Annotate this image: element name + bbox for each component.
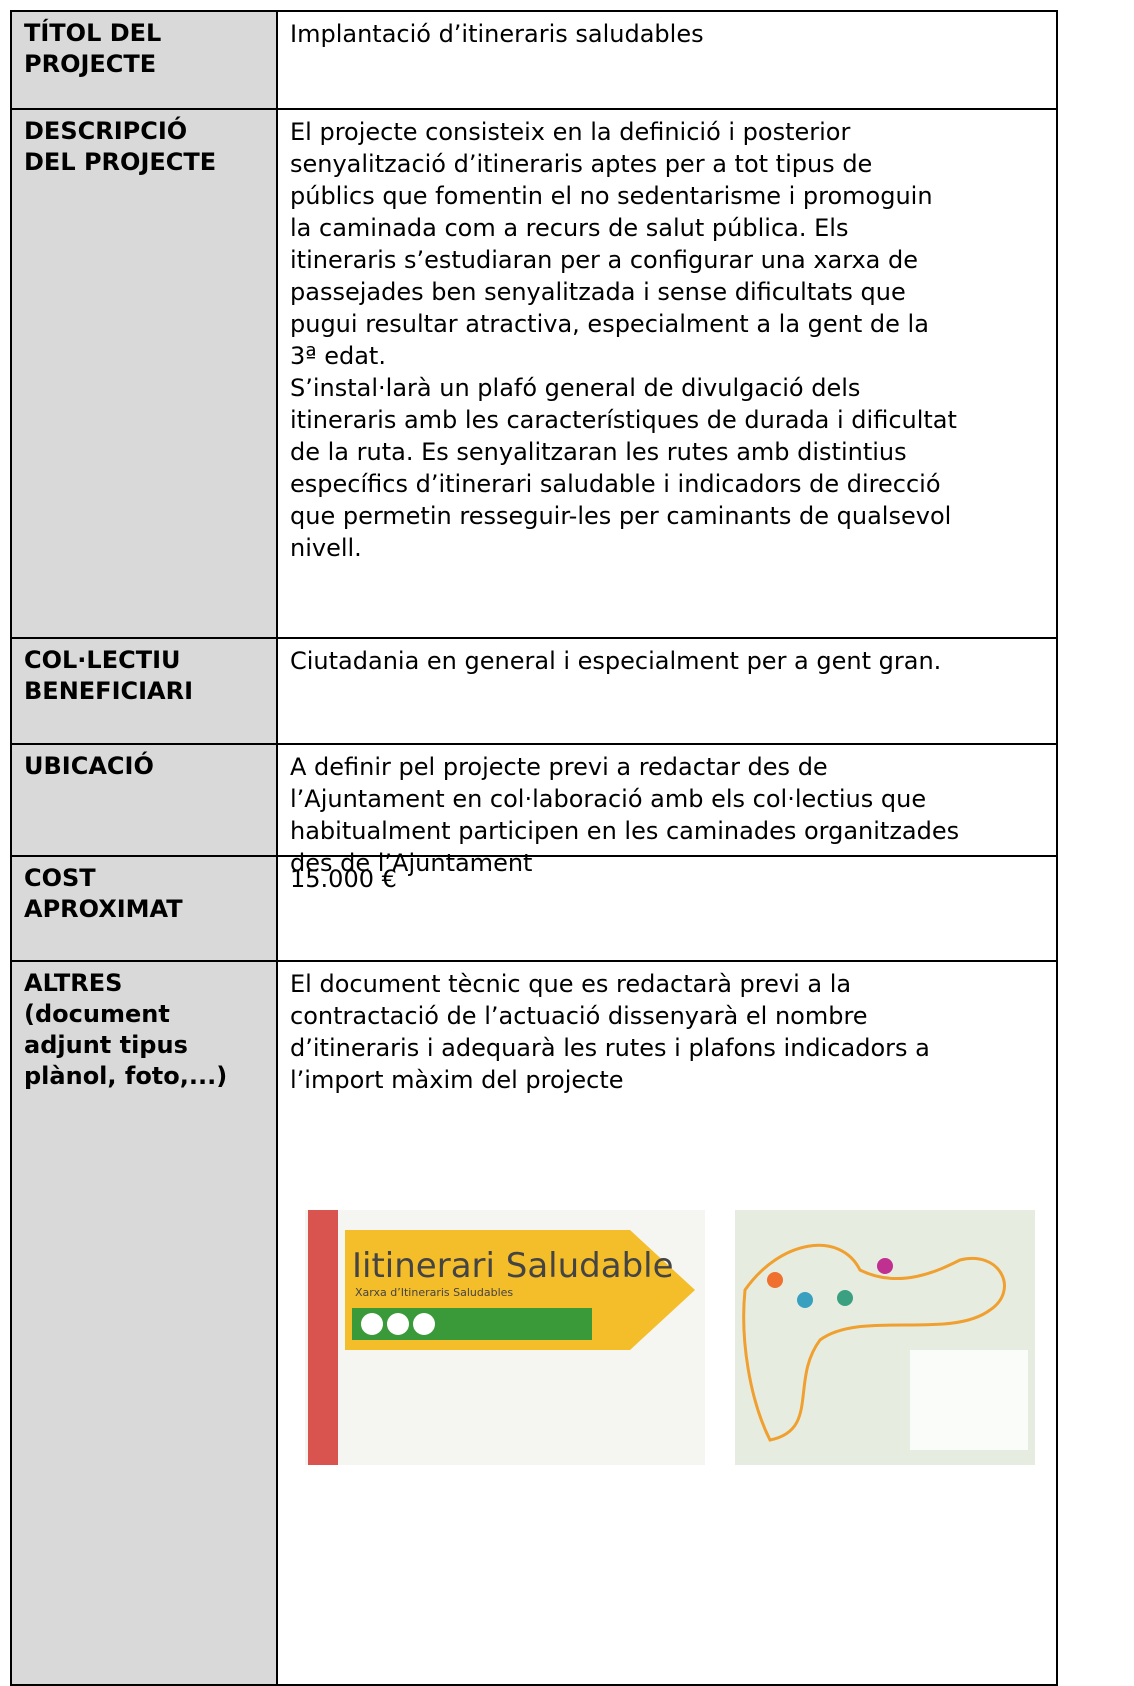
text-line: TÍTOL DEL [24, 19, 162, 47]
text-line: públics que fomentin el no sedentarisme … [290, 182, 933, 210]
sign-pole [308, 1210, 338, 1465]
text-line: El document tècnic que es redactarà prev… [290, 970, 852, 998]
text-line: de la ruta. Es senyalitzaran les rutes a… [290, 438, 907, 466]
row-content: El document tècnic que es redactarà prev… [276, 960, 1058, 1686]
text-line: pugui resultar atractiva, especialment a… [290, 310, 929, 338]
text-line: Ciutadania en general i especialment per… [290, 647, 942, 675]
text-line: COL·LECTIU [24, 646, 181, 674]
text-line: adjunt tipus [24, 1031, 188, 1059]
text-line: ALTRES [24, 969, 123, 997]
text-line: S’instal·larà un plafó general de divulg… [290, 374, 861, 402]
row-label: TÍTOL DEL PROJECTE [10, 10, 278, 110]
text-line: senyalització d’itineraris aptes per a t… [290, 150, 873, 178]
row-label: DESCRIPCIÓ DEL PROJECTE [10, 108, 278, 639]
text-line: A definir pel projecte previ a redactar … [290, 753, 828, 781]
text-line: 3ª edat. [290, 342, 386, 370]
map-legend [910, 1350, 1028, 1450]
logo [413, 1313, 435, 1335]
marker [797, 1292, 813, 1308]
text-line: habitualment participen en les caminades… [290, 817, 960, 845]
marker [767, 1272, 783, 1288]
text-line: Implantació d’itineraris saludables [290, 20, 704, 48]
row-content: A definir pel projecte previ a redactar … [276, 743, 1058, 877]
marker [877, 1258, 893, 1274]
text-line: (document [24, 1000, 170, 1028]
text-line: PROJECTE [24, 50, 157, 78]
text-line: d’itineraris i adequarà les rutes i plaf… [290, 1034, 930, 1062]
logo [361, 1313, 383, 1335]
text-line: APROXIMAT [24, 895, 183, 923]
text-line: passejades ben senyalitzada i sense difi… [290, 278, 906, 306]
sign-title: Iitinerari Saludable [352, 1246, 674, 1286]
row-content: 15.000 € [276, 855, 1058, 962]
text-line: plànol, foto,...) [24, 1062, 228, 1090]
row-content: El projecte consisteix en la definició i… [276, 108, 1058, 639]
text-line: 15.000 € [290, 865, 397, 893]
text-line: BENEFICIARI [24, 677, 194, 705]
text-line: l’import màxim del projecte [290, 1066, 624, 1094]
text-line: itineraris s’estudiaran per a configurar… [290, 246, 918, 274]
route [742, 1243, 1006, 1442]
row-content: Ciutadania en general i especialment per… [276, 637, 1058, 745]
text-line: la caminada com a recurs de salut públic… [290, 214, 849, 242]
text-line: COST [24, 864, 96, 892]
text-line: des de l’Ajuntament [290, 849, 533, 877]
row-label: UBICACIÓ [10, 743, 278, 857]
text-line: contractació de l’actuació dissenyarà el… [290, 1002, 868, 1030]
text-line: DESCRIPCIÓ [24, 117, 188, 145]
images: Iitinerari Saludable Xarxa d’Itineraris … [305, 1210, 1035, 1465]
text-line: UBICACIÓ [24, 752, 154, 780]
row-label: COL·LECTIU BENEFICIARI [10, 637, 278, 745]
sign-subtitle: Xarxa d’Itineraris Saludables [355, 1286, 513, 1299]
text-line: específics d’itinerari saludable i indic… [290, 470, 941, 498]
text-line: que permetin resseguir-les per caminants… [290, 502, 952, 530]
row-content: Implantació d’itineraris saludables [276, 10, 1058, 110]
text-line: El projecte consisteix en la definició i… [290, 118, 851, 146]
row-label: ALTRES (document adjunt tipus plànol, foto,… [10, 960, 278, 1686]
logo [387, 1313, 409, 1335]
text-line: itineraris amb les característiques de d… [290, 406, 957, 434]
text-line: nivell. [290, 534, 362, 562]
row-label: COST APROXIMAT [10, 855, 278, 962]
text-line: l’Ajuntament en col·laboració amb els co… [290, 785, 927, 813]
text-line: DEL PROJECTE [24, 148, 217, 176]
marker [837, 1290, 853, 1306]
